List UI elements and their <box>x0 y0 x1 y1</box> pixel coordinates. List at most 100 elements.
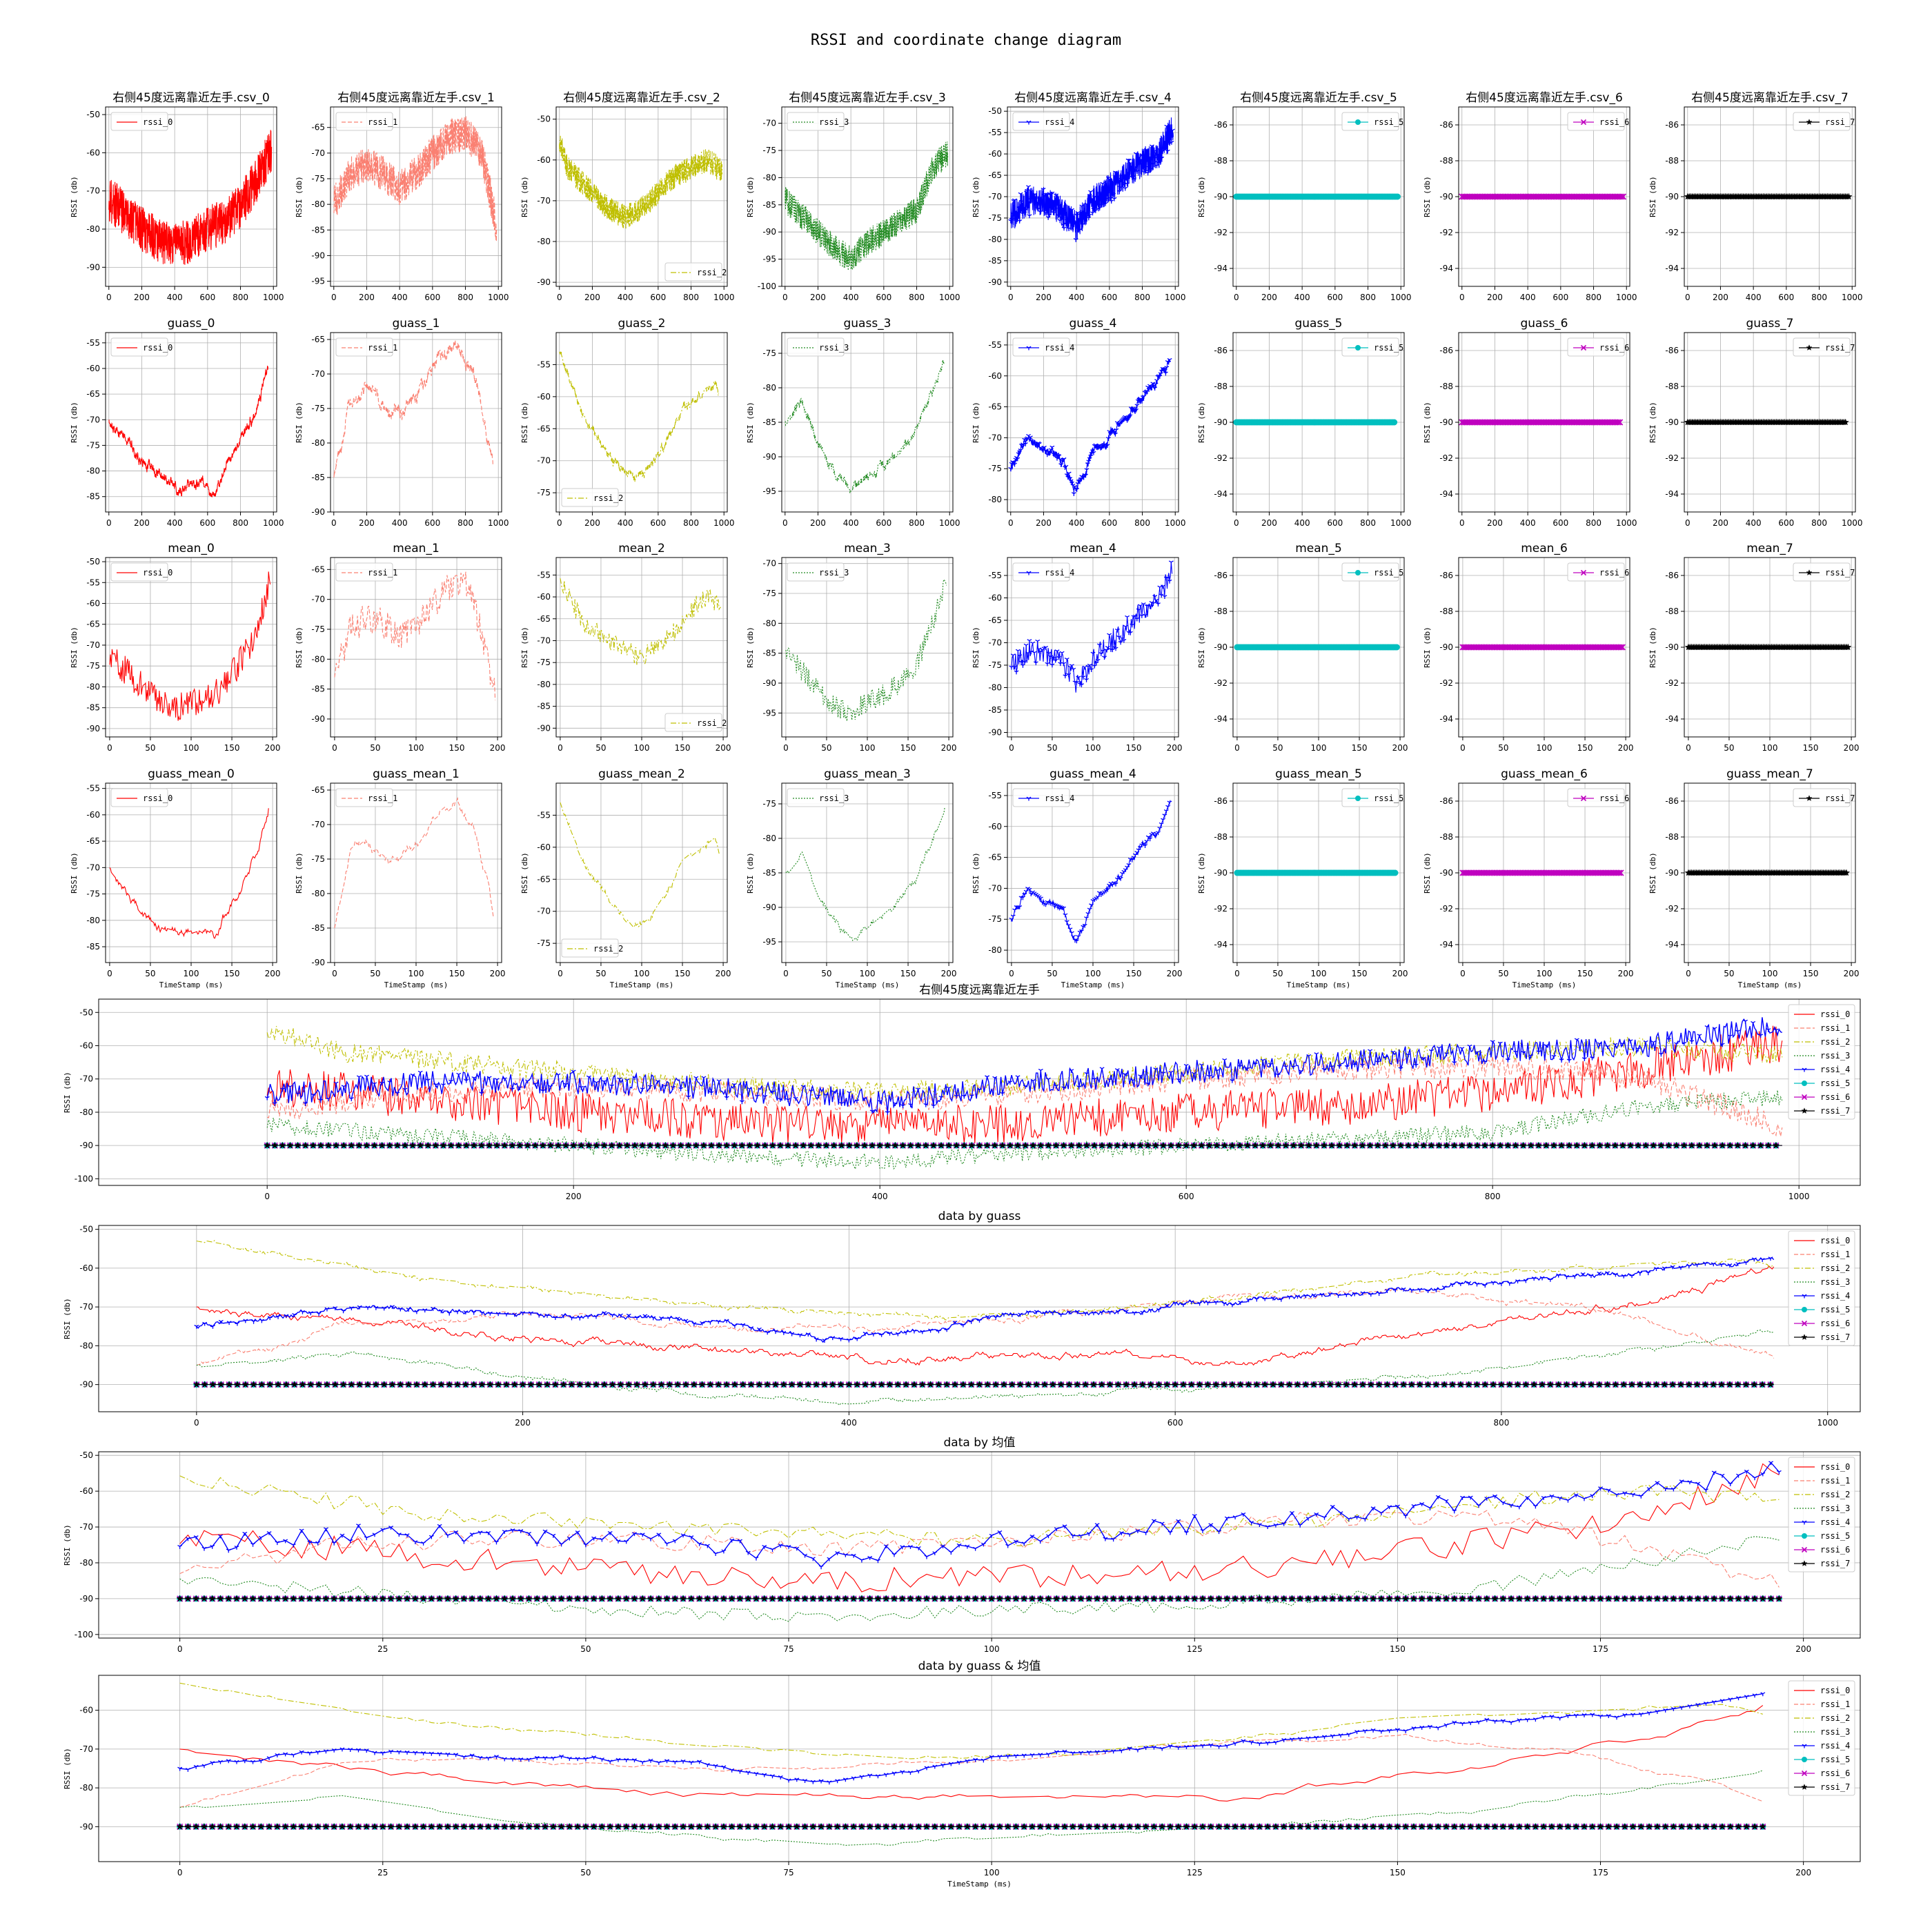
x-tick-label: 200 <box>1713 293 1728 302</box>
data-point-marker <box>559 1542 564 1547</box>
y-tick-label: -70 <box>311 148 325 158</box>
subplot-3-1: 0 50 100 150 200-90-85-80-75-70-65guass_mean… <box>295 767 506 989</box>
data-point-marker <box>323 1527 328 1532</box>
y-tick-label: -60 <box>86 364 100 373</box>
data-point-marker <box>1168 560 1174 565</box>
data-point-marker <box>1546 1381 1555 1388</box>
data-point-marker <box>1171 1381 1179 1388</box>
data-point-marker <box>1230 1303 1235 1308</box>
data-point-marker <box>1596 1141 1604 1149</box>
legend-label-rssi_2: rssi_2 <box>697 718 727 728</box>
data-point-marker <box>1617 644 1624 651</box>
series-group <box>263 1017 1783 1170</box>
data-point-marker <box>617 1381 624 1388</box>
legend-frame <box>787 788 845 807</box>
y-tick-label: -75 <box>537 658 551 667</box>
data-point-marker <box>642 1314 648 1319</box>
data-point-marker <box>568 1381 575 1388</box>
x-tick-label: 200 <box>1261 293 1277 302</box>
data-point-marker <box>406 1308 411 1312</box>
data-point-marker <box>1368 1049 1373 1054</box>
legend-label-rssi_1: rssi_1 <box>368 568 397 578</box>
data-point-marker <box>540 1089 546 1094</box>
y-tick-label: -90 <box>1665 642 1679 652</box>
data-point-marker <box>1169 140 1174 145</box>
data-point-marker <box>944 1328 949 1332</box>
data-point-marker <box>692 1141 700 1149</box>
data-point-marker <box>1176 1078 1181 1083</box>
data-point-marker <box>954 1094 959 1099</box>
data-point-marker <box>998 1141 1007 1149</box>
x-tick-label: 100 <box>984 1644 1000 1654</box>
subplot-title: mean_5 <box>1295 542 1342 555</box>
data-point-marker <box>1661 1381 1668 1388</box>
series-group <box>334 571 496 700</box>
x-tick-label: 1000 <box>1817 1418 1838 1428</box>
series-line-rssi_3 <box>785 807 945 941</box>
series-line-rssi_3 <box>785 141 949 270</box>
y-tick-label: -80 <box>762 618 776 628</box>
data-point-marker <box>509 1141 516 1149</box>
data-point-marker <box>462 1381 470 1388</box>
x-tick-label: 200 <box>1392 743 1408 753</box>
data-point-marker <box>1548 1277 1553 1282</box>
data-point-marker <box>1605 1045 1610 1049</box>
data-point-marker <box>1099 1310 1105 1315</box>
y-axis-label: RSSI (db) <box>1197 627 1206 668</box>
x-tick-label: 200 <box>1844 969 1860 978</box>
data-point-marker <box>563 1083 569 1087</box>
data-point-marker <box>1084 1072 1090 1076</box>
plot-frame <box>1232 106 1405 287</box>
data-point-marker <box>1121 638 1127 643</box>
data-point-marker <box>1099 1067 1105 1072</box>
data-point-marker <box>1490 1281 1496 1285</box>
data-point-marker <box>746 1141 753 1149</box>
data-point-marker <box>1512 1141 1519 1149</box>
data-point-marker <box>1542 1141 1550 1149</box>
legend-label-rssi_7: rssi_7 <box>1820 1332 1850 1342</box>
data-point-marker <box>1156 147 1161 152</box>
data-point-marker <box>290 1543 296 1548</box>
y-tick-label: -70 <box>86 186 100 196</box>
data-point-marker <box>1020 664 1025 668</box>
x-tick-label: 600 <box>876 518 891 528</box>
y-tick-label: -85 <box>762 417 776 427</box>
data-point-marker <box>1383 1056 1388 1061</box>
data-point-marker <box>648 1537 653 1541</box>
x-tick-label: 800 <box>683 518 699 528</box>
data-point-marker <box>1063 674 1068 679</box>
legend-frame <box>1567 337 1625 357</box>
data-point-marker <box>1580 344 1587 351</box>
x-tick-label: 1000 <box>1390 518 1412 528</box>
legend: rssi_0 <box>110 562 172 582</box>
data-point-marker <box>447 1141 455 1149</box>
data-point-marker <box>1037 1141 1045 1149</box>
data-point-marker <box>1535 1141 1543 1149</box>
data-point-marker <box>1112 432 1118 437</box>
data-point-marker <box>1023 643 1029 648</box>
legend-label-rssi_7: rssi_7 <box>1820 1106 1850 1116</box>
x-tick-label: 0 <box>332 743 337 753</box>
data-point-marker <box>1059 651 1065 656</box>
data-point-marker <box>1766 1381 1775 1388</box>
data-point-marker <box>1047 213 1052 218</box>
data-point-marker <box>1050 201 1056 206</box>
data-point-marker <box>649 1381 658 1388</box>
y-axis-label: RSSI (db) <box>520 402 529 443</box>
legend-label-rssi_3: rssi_3 <box>819 793 849 803</box>
data-point-marker <box>1326 1381 1334 1388</box>
x-tick-label: 100 <box>1085 969 1101 978</box>
data-point-marker <box>1205 1141 1213 1149</box>
y-tick-label: -70 <box>988 883 1002 893</box>
data-point-marker <box>1114 1068 1120 1072</box>
data-point-marker <box>1693 1381 1701 1388</box>
data-point-marker <box>300 1310 305 1314</box>
legend-label-rssi_3: rssi_3 <box>819 117 849 127</box>
series-group <box>108 130 273 265</box>
data-point-marker <box>895 1332 900 1337</box>
data-point-marker <box>1132 1311 1137 1316</box>
data-point-marker <box>1025 651 1030 656</box>
data-point-marker <box>1154 164 1159 168</box>
x-tick-label: 1000 <box>263 518 284 528</box>
data-point-marker <box>1686 1264 1692 1269</box>
